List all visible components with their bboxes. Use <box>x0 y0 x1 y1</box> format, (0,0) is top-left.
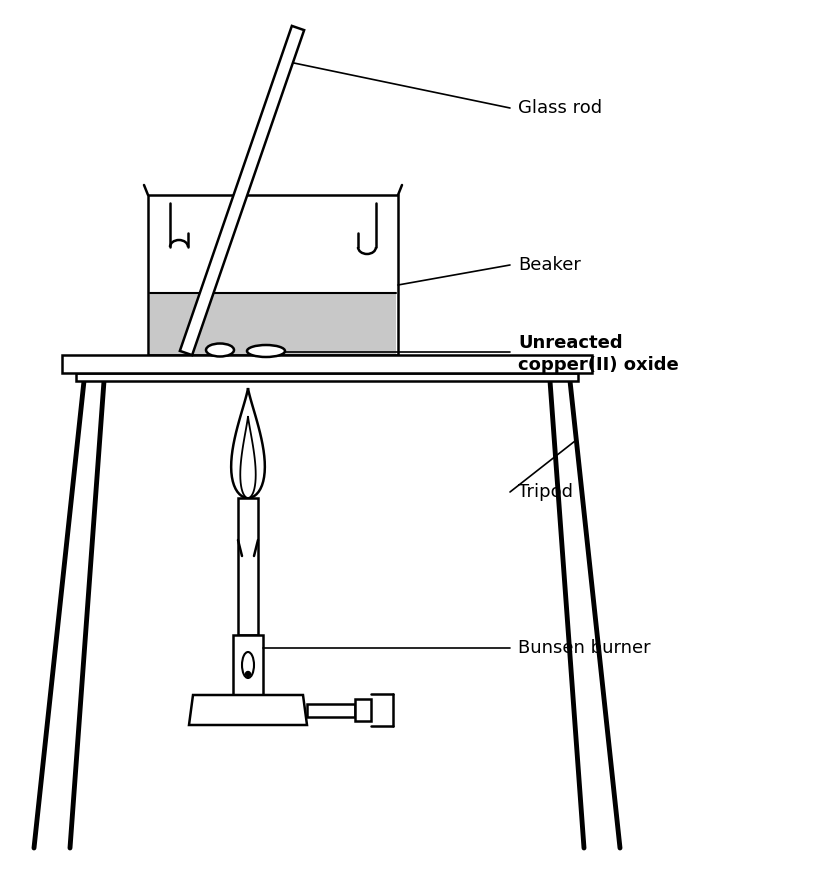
Text: Glass rod: Glass rod <box>518 99 602 117</box>
Bar <box>76 373 578 381</box>
Ellipse shape <box>245 672 250 677</box>
Bar <box>355 699 371 721</box>
Polygon shape <box>189 695 307 725</box>
Text: Beaker: Beaker <box>518 256 581 274</box>
Bar <box>62 355 592 373</box>
Polygon shape <box>231 388 265 498</box>
Bar <box>307 704 355 717</box>
Bar <box>150 293 396 355</box>
Bar <box>148 195 398 355</box>
Ellipse shape <box>242 652 254 678</box>
Text: Tripod: Tripod <box>518 483 573 501</box>
Polygon shape <box>240 416 256 498</box>
Ellipse shape <box>206 344 234 356</box>
Polygon shape <box>180 26 305 355</box>
Text: Bunsen burner: Bunsen burner <box>518 639 651 657</box>
Bar <box>233 635 263 695</box>
Text: Unreacted: Unreacted <box>518 334 623 352</box>
Ellipse shape <box>247 345 285 357</box>
Text: copper(II) oxide: copper(II) oxide <box>518 356 679 374</box>
Bar <box>238 498 258 635</box>
